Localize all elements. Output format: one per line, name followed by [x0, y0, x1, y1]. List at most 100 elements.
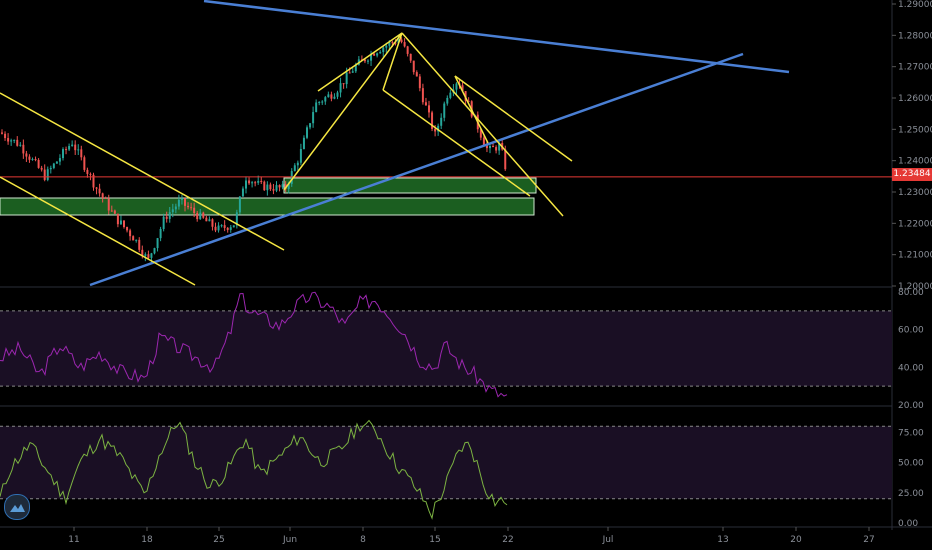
candle-body	[409, 53, 412, 61]
candle-body	[171, 209, 174, 213]
candle-body	[107, 198, 110, 211]
candle-body	[199, 212, 202, 220]
candle-body	[153, 248, 156, 254]
candle-body	[13, 139, 16, 141]
wedge-line-lower	[382, 89, 531, 197]
candle-body	[135, 239, 138, 241]
candle-body	[330, 94, 333, 99]
candle-body	[275, 185, 278, 191]
candle-body	[467, 100, 470, 102]
candle-body	[144, 254, 147, 256]
candle-body	[180, 198, 183, 200]
candle-body	[193, 207, 196, 214]
candle-body	[351, 71, 354, 73]
candle-body	[241, 188, 244, 197]
time-tick-label: Jul	[602, 535, 614, 545]
candle-body	[214, 226, 217, 231]
candle-body	[71, 144, 74, 147]
candle-body	[489, 145, 491, 149]
candle-body	[434, 128, 437, 132]
candle-body	[223, 225, 226, 228]
channel-line-lower-left	[0, 176, 196, 286]
candle-body	[403, 42, 406, 47]
candle-body	[10, 140, 13, 142]
candle-body	[245, 180, 247, 189]
candle-body	[58, 158, 61, 162]
candle-body	[437, 125, 440, 132]
candle-body	[248, 180, 251, 184]
candle-body	[25, 153, 28, 157]
candle-body	[336, 92, 339, 97]
stoch-tick-label: 0.00	[898, 519, 918, 529]
wedge-line-outer	[401, 32, 564, 217]
candle-body	[382, 47, 385, 53]
candle-body	[217, 225, 220, 231]
time-tick-label: 20	[790, 535, 802, 545]
candle-body	[1, 132, 3, 134]
price-tick-label: 1.25000	[898, 125, 932, 135]
candle-body	[342, 83, 345, 85]
candle-body	[348, 72, 351, 74]
candle-body	[129, 230, 132, 237]
price-tick-label: 1.20000	[898, 282, 932, 292]
time-tick-label: Jun	[282, 535, 297, 545]
candle-body	[370, 53, 373, 61]
candle-body	[95, 187, 98, 189]
time-tick-label: 15	[429, 535, 440, 545]
candle-body	[339, 83, 342, 93]
rsi-tick-label: 60.00	[898, 326, 924, 336]
candle-body	[287, 183, 290, 189]
time-tick-label: 27	[863, 535, 874, 545]
candle-body	[31, 159, 34, 161]
price-tick-label: 1.28000	[898, 31, 932, 41]
candle-body	[406, 46, 409, 54]
price-tick-label: 1.27000	[898, 63, 932, 73]
candle-body	[394, 42, 397, 44]
tradingview-logo[interactable]	[4, 494, 30, 520]
candle-body	[251, 182, 254, 184]
candle-body	[354, 64, 357, 72]
candle-body	[156, 238, 159, 249]
candle-body	[479, 129, 482, 138]
candle-body	[421, 88, 424, 103]
candle-body	[165, 216, 168, 219]
candle-body	[22, 144, 25, 154]
candle-body	[412, 60, 415, 73]
candle-body	[150, 253, 153, 258]
demand-zone-lower	[0, 197, 535, 216]
candle-body	[34, 159, 37, 161]
candle-body	[19, 144, 22, 146]
candle-body	[312, 112, 315, 124]
time-tick-label: 18	[141, 535, 153, 545]
candle-body	[388, 42, 391, 46]
rsi-band	[0, 310, 892, 387]
candle-body	[299, 149, 302, 163]
candle-body	[113, 210, 116, 214]
candle-body	[159, 228, 162, 239]
candle-body	[211, 219, 214, 227]
demand-zone-upper	[283, 177, 537, 194]
candle-body	[86, 169, 89, 174]
mountain-icon	[10, 504, 25, 512]
channel-line-upper-left	[0, 92, 285, 251]
price-tick-label: 1.26000	[898, 94, 932, 104]
candle-body	[302, 137, 305, 150]
wedge-line-inner	[454, 75, 489, 144]
candle-body	[345, 72, 348, 85]
candle-body	[187, 205, 190, 208]
candle-body	[309, 123, 312, 128]
candle-body	[110, 210, 113, 212]
candle-body	[306, 127, 308, 138]
candle-body	[126, 226, 129, 231]
candle-body	[254, 182, 257, 184]
candle-body	[482, 137, 485, 146]
candle-body	[324, 97, 327, 102]
candle-body	[174, 206, 177, 210]
candle-body	[49, 167, 52, 170]
candle-body	[7, 138, 10, 142]
candle-body	[101, 193, 104, 199]
candle-body	[205, 217, 208, 222]
candle-body	[74, 144, 77, 151]
candle-body	[455, 83, 458, 90]
